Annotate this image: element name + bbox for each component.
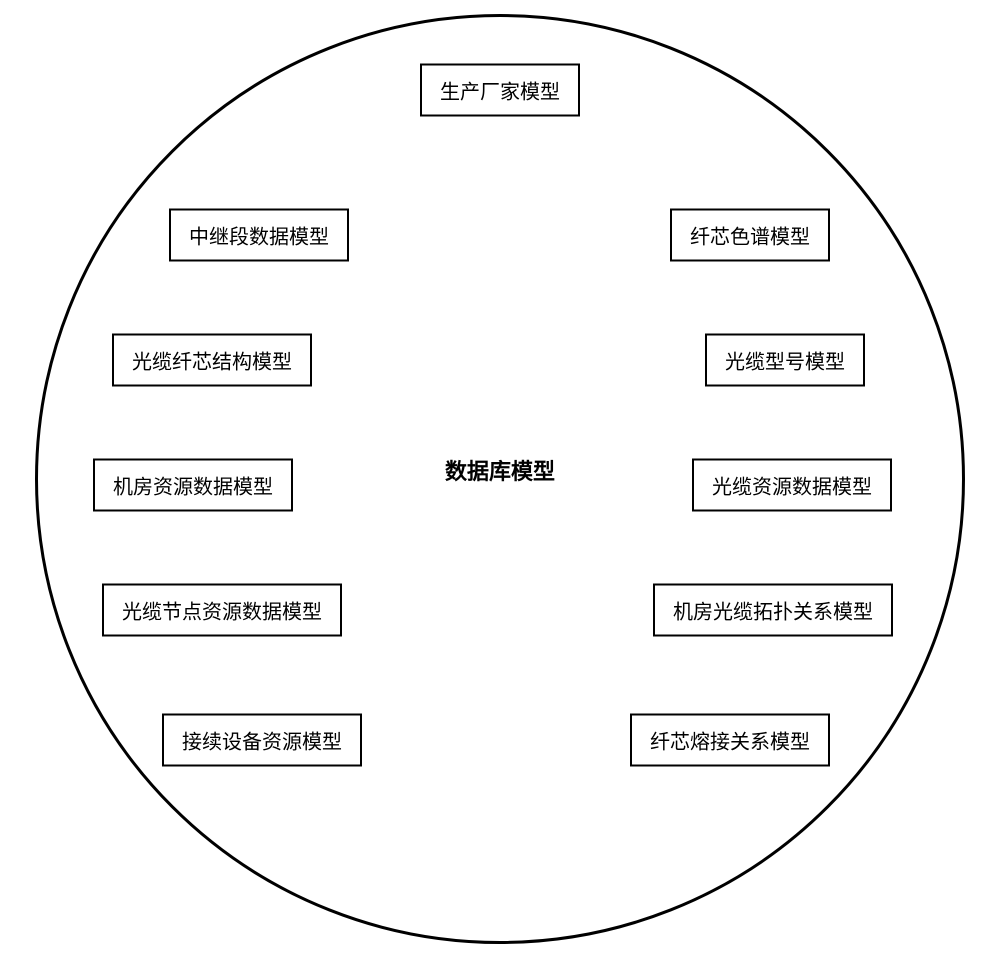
model-node: 光缆纤芯结构模型 bbox=[112, 334, 312, 387]
center-title: 数据库模型 bbox=[445, 454, 555, 486]
model-node: 接续设备资源模型 bbox=[162, 714, 362, 767]
model-node: 光缆资源数据模型 bbox=[692, 459, 892, 512]
model-node: 光缆型号模型 bbox=[705, 334, 865, 387]
model-node: 机房资源数据模型 bbox=[93, 459, 293, 512]
model-node: 生产厂家模型 bbox=[420, 64, 580, 117]
model-node: 纤芯熔接关系模型 bbox=[630, 714, 830, 767]
model-node: 纤芯色谱模型 bbox=[670, 209, 830, 262]
model-node: 中继段数据模型 bbox=[169, 209, 349, 262]
model-node: 机房光缆拓扑关系模型 bbox=[653, 584, 893, 637]
model-node: 光缆节点资源数据模型 bbox=[102, 584, 342, 637]
